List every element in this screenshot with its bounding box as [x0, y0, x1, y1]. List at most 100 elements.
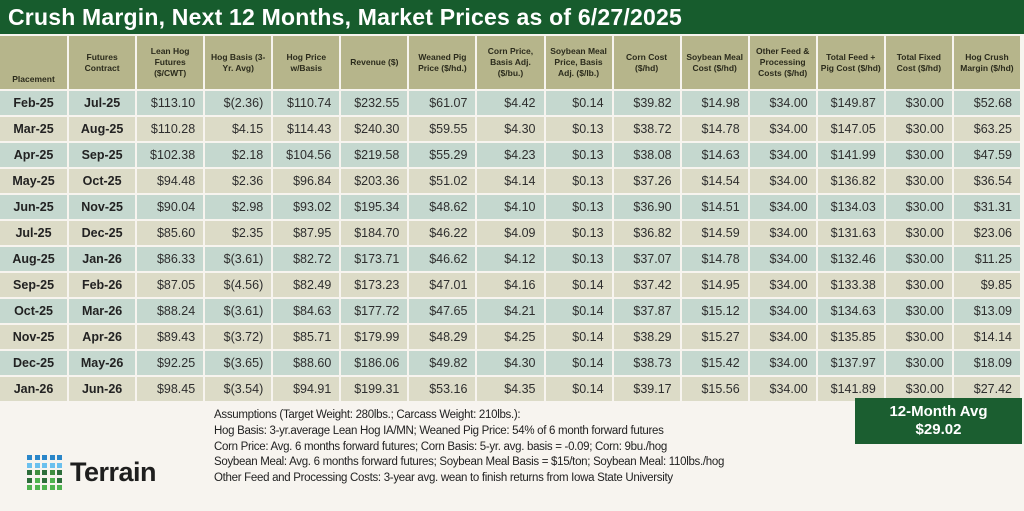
table-body: Feb-25 Jul-25 $113.10 $(2.36) $110.74 $232.55…	[0, 89, 1023, 401]
column-header: Hog Crush Margin ($/hd)	[952, 36, 1023, 90]
value-cell: $85.60	[136, 219, 206, 246]
value-cell: $0.13	[544, 193, 614, 220]
table-row: Dec-25 May-26 $92.25 $(3.65) $88.60 $186.06 $4…	[0, 349, 1023, 376]
placement-cell: Oct-25	[0, 297, 70, 324]
futures-contract-cell: Oct-25	[68, 167, 138, 194]
value-cell: $30.00	[884, 167, 954, 194]
value-cell: $14.98	[680, 89, 750, 116]
value-cell: $203.36	[340, 167, 410, 194]
value-cell: $37.07	[612, 245, 682, 272]
value-cell: $0.13	[544, 141, 614, 168]
value-cell: $51.02	[408, 167, 478, 194]
value-cell: $136.82	[816, 167, 886, 194]
value-cell: $141.89	[816, 375, 886, 401]
futures-contract-cell: Dec-25	[68, 219, 138, 246]
value-cell: $14.78	[680, 245, 750, 272]
column-header: Hog Basis (3-Yr. Avg)	[204, 36, 274, 90]
value-cell: $36.54	[952, 167, 1023, 194]
value-cell: $14.95	[680, 271, 750, 298]
placement-cell: Jan-26	[0, 375, 70, 401]
average-value: $29.02	[915, 421, 962, 438]
table-row: Sep-25 Feb-26 $87.05 $(4.56) $82.49 $173.23 $4…	[0, 271, 1023, 298]
value-cell: $39.17	[612, 375, 682, 401]
value-cell: $18.09	[952, 349, 1023, 376]
terrain-logo: Terrain	[27, 455, 157, 490]
table-row: Mar-25 Aug-25 $110.28 $4.15 $114.43 $240.30 $5…	[0, 115, 1023, 142]
value-cell: $92.25	[136, 349, 206, 376]
placement-cell: Jun-25	[0, 193, 70, 220]
logo-dot	[27, 485, 32, 490]
placement-cell: May-25	[0, 167, 70, 194]
value-cell: $219.58	[340, 141, 410, 168]
value-cell: $(4.56)	[204, 271, 274, 298]
value-cell: $4.25	[476, 323, 546, 350]
value-cell: $48.62	[408, 193, 478, 220]
table-row: May-25 Oct-25 $94.48 $2.36 $96.84 $203.36 $51.…	[0, 167, 1023, 194]
value-cell: $34.00	[748, 115, 818, 142]
assumptions-notes: Assumptions (Target Weight: 280lbs.; Car…	[214, 408, 724, 487]
value-cell: $30.00	[884, 219, 954, 246]
value-cell: $39.82	[612, 89, 682, 116]
value-cell: $2.35	[204, 219, 274, 246]
column-header: Soybean Meal Cost ($/hd)	[680, 36, 750, 90]
value-cell: $90.04	[136, 193, 206, 220]
value-cell: $(3.61)	[204, 245, 274, 272]
placement-cell: Jul-25	[0, 219, 70, 246]
value-cell: $23.06	[952, 219, 1023, 246]
value-cell: $134.03	[816, 193, 886, 220]
value-cell: $47.01	[408, 271, 478, 298]
logo-dot	[34, 477, 40, 483]
note-line: Hog Basis: 3-yr.average Lean Hog IA/MN; …	[214, 424, 664, 437]
value-cell: $0.14	[544, 375, 614, 401]
value-cell: $132.46	[816, 245, 886, 272]
value-cell: $30.00	[884, 297, 954, 324]
value-cell: $53.16	[408, 375, 478, 401]
logo-dot	[34, 485, 40, 490]
futures-contract-cell: Aug-25	[68, 115, 138, 142]
column-header: Hog Price w/Basis	[272, 36, 342, 90]
column-header: Placement	[0, 36, 70, 90]
note-line: Corn Price: Avg. 6 months forward future…	[214, 440, 667, 453]
futures-contract-cell: Nov-25	[68, 193, 138, 220]
value-cell: $34.00	[748, 375, 818, 401]
value-cell: $(3.61)	[204, 297, 274, 324]
value-cell: $131.63	[816, 219, 886, 246]
value-cell: $141.99	[816, 141, 886, 168]
value-cell: $34.00	[748, 167, 818, 194]
logo-dot	[27, 477, 32, 483]
logo-dot	[27, 462, 32, 468]
value-cell: $85.71	[272, 323, 342, 350]
value-cell: $195.34	[340, 193, 410, 220]
placement-cell: Aug-25	[0, 245, 70, 272]
value-cell: $37.87	[612, 297, 682, 324]
table-header-row: Placement Futures Contract Lean Hog Future…	[0, 36, 1023, 90]
logo-dot	[49, 470, 55, 475]
value-cell: $84.63	[272, 297, 342, 324]
placement-cell: Mar-25	[0, 115, 70, 142]
value-cell: $38.08	[612, 141, 682, 168]
value-cell: $173.71	[340, 245, 410, 272]
value-cell: $87.05	[136, 271, 206, 298]
value-cell: $34.00	[748, 297, 818, 324]
value-cell: $0.14	[544, 349, 614, 376]
value-cell: $59.55	[408, 115, 478, 142]
value-cell: $37.26	[612, 167, 682, 194]
value-cell: $30.00	[884, 115, 954, 142]
value-cell: $149.87	[816, 89, 886, 116]
value-cell: $15.12	[680, 297, 750, 324]
placement-cell: Feb-25	[0, 89, 70, 116]
table-row: Nov-25 Apr-26 $89.43 $(3.72) $85.71 $179.99 $4…	[0, 323, 1023, 350]
table-row: Jan-26 Jun-26 $98.45 $(3.54) $94.91 $199.31 $5…	[0, 375, 1023, 401]
note-line: Other Feed and Processing Costs: 3-year …	[214, 472, 673, 485]
value-cell: $46.62	[408, 245, 478, 272]
value-cell: $34.00	[748, 271, 818, 298]
logo-dot	[49, 455, 55, 460]
value-cell: $94.91	[272, 375, 342, 401]
value-cell: $4.12	[476, 245, 546, 272]
value-cell: $4.15	[204, 115, 274, 142]
value-cell: $47.59	[952, 141, 1023, 168]
value-cell: $36.82	[612, 219, 682, 246]
value-cell: $104.56	[272, 141, 342, 168]
value-cell: $14.54	[680, 167, 750, 194]
value-cell: $4.23	[476, 141, 546, 168]
